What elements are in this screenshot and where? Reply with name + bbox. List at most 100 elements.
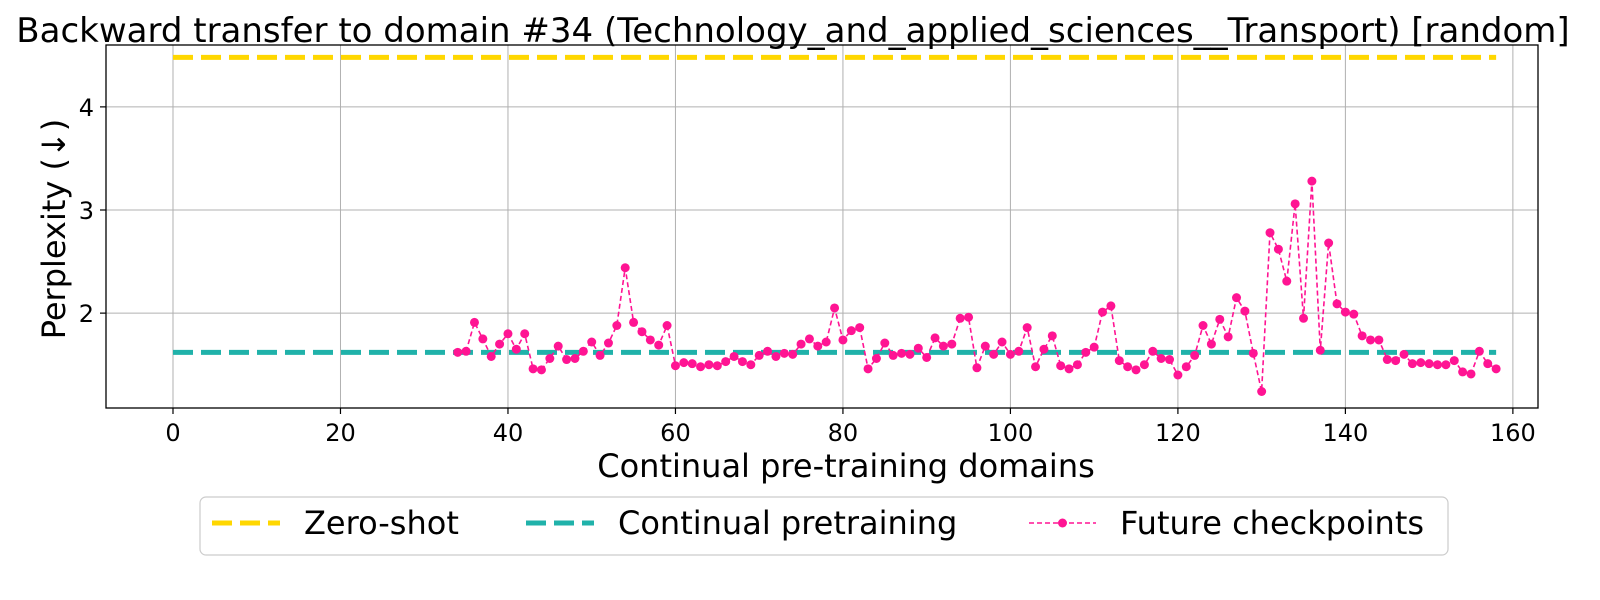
future-checkpoint-point — [721, 357, 731, 367]
future-checkpoint-point — [1265, 228, 1275, 238]
future-checkpoint-point — [1056, 361, 1066, 371]
future-checkpoint-point — [863, 364, 873, 374]
future-checkpoint-point — [1064, 364, 1074, 374]
future-checkpoint-point — [888, 350, 898, 360]
future-checkpoint-point — [453, 347, 463, 357]
legend: Zero-shot Continual pretraining Future che… — [199, 496, 1449, 556]
future-checkpoint-point — [704, 360, 714, 370]
legend-item-continual-pretraining: Continual pretraining — [526, 504, 957, 542]
legend-item-future-checkpoints: Future checkpoints — [1029, 504, 1424, 542]
future-checkpoint-point — [947, 339, 957, 349]
future-checkpoint-point — [520, 329, 530, 339]
future-checkpoint-point — [804, 334, 814, 344]
future-checkpoint-point — [1357, 331, 1367, 341]
future-checkpoint-point — [1089, 342, 1099, 352]
y-tick-label: 3 — [79, 197, 94, 225]
future-checkpoint-point — [1114, 356, 1124, 366]
future-checkpoints-line — [457, 181, 1497, 392]
series-layer — [172, 54, 1501, 396]
future-checkpoint-point — [880, 338, 890, 348]
future-checkpoint-point — [1106, 301, 1116, 311]
future-checkpoint-point — [645, 335, 655, 345]
future-checkpoint-point — [620, 263, 630, 273]
future-checkpoint-point — [1382, 355, 1392, 365]
x-tick-label: 140 — [1322, 419, 1368, 447]
x-tick-label: 0 — [165, 419, 180, 447]
future-checkpoint-point — [1190, 350, 1200, 360]
future-checkpoint-point — [1165, 355, 1175, 365]
future-checkpoint-point — [964, 312, 974, 322]
future-checkpoint-point — [469, 317, 479, 327]
future-checkpoint-point — [922, 352, 932, 362]
future-checkpoint-point — [1257, 387, 1267, 396]
future-checkpoint-point — [637, 327, 647, 337]
future-checkpoint-point — [562, 355, 572, 365]
grid — [106, 45, 1538, 408]
future-checkpoint-point — [570, 354, 580, 363]
future-checkpoint-point — [1022, 323, 1032, 333]
x-tick-label: 40 — [493, 419, 524, 447]
future-checkpoint-point — [1273, 244, 1283, 254]
future-checkpoint-point — [997, 337, 1007, 347]
future-checkpoint-point — [1449, 356, 1459, 366]
x-tick-label: 100 — [988, 419, 1034, 447]
future-checkpoints-series — [453, 176, 1501, 396]
future-checkpoint-point — [1349, 309, 1359, 319]
future-checkpoint-point — [1315, 345, 1325, 355]
future-checkpoint-point — [980, 341, 990, 351]
future-checkpoint-point — [913, 343, 923, 353]
future-checkpoint-point — [461, 346, 471, 356]
x-tick-label: 60 — [660, 419, 691, 447]
future-checkpoint-point — [595, 350, 605, 360]
future-checkpoint-point — [1458, 367, 1468, 377]
future-checkpoint-point — [1483, 359, 1493, 369]
future-checkpoint-point — [654, 340, 664, 350]
future-checkpoint-point — [553, 341, 563, 351]
future-checkpoint-point — [1399, 349, 1409, 359]
future-checkpoint-point — [955, 313, 965, 323]
future-checkpoint-point — [712, 361, 722, 371]
future-checkpoint-point — [938, 341, 948, 351]
future-checkpoint-point — [1299, 313, 1309, 323]
future-checkpoint-point — [478, 334, 488, 344]
future-checkpoint-point — [670, 361, 680, 371]
future-checkpoint-point — [1433, 360, 1443, 370]
future-checkpoint-point — [696, 362, 706, 372]
future-checkpoint-point — [1324, 238, 1334, 248]
plot-frame — [105, 44, 1539, 409]
future-checkpoint-point — [1290, 199, 1300, 209]
future-checkpoint-point — [1416, 358, 1426, 368]
legend-box — [199, 496, 1449, 556]
future-checkpoint-point — [1374, 335, 1384, 345]
future-checkpoint-point — [1215, 314, 1225, 324]
legend-label: Zero-shot — [304, 504, 459, 542]
future-checkpoint-point — [1173, 370, 1183, 380]
future-checkpoint-point — [771, 351, 781, 361]
future-checkpoint-point — [495, 339, 505, 349]
future-checkpoint-point — [796, 339, 806, 349]
future-checkpoint-point — [1232, 293, 1242, 303]
future-checkpoint-point — [629, 317, 639, 327]
future-checkpoint-point — [687, 359, 697, 369]
future-checkpoint-point — [1248, 348, 1258, 358]
future-checkpoint-point — [855, 323, 865, 333]
future-checkpoint-point — [1131, 365, 1141, 375]
future-checkpoint-point — [1039, 344, 1049, 354]
future-checkpoint-point — [1014, 346, 1024, 356]
x-tick-label: 160 — [1490, 419, 1536, 447]
future-checkpoint-point — [1491, 364, 1501, 374]
future-checkpoint-point — [838, 335, 848, 345]
future-checkpoint-point — [1223, 332, 1233, 342]
future-checkpoint-point — [746, 360, 756, 370]
future-checkpoint-point — [511, 344, 521, 354]
future-checkpoint-point — [1466, 369, 1476, 379]
future-checkpoint-point — [1123, 362, 1133, 372]
legend-item-zero-shot: Zero-shot — [212, 504, 459, 542]
future-checkpoint-point — [1139, 360, 1149, 370]
future-checkpoint-point — [763, 346, 773, 356]
future-checkpoint-point — [1031, 362, 1041, 372]
y-axis-label: Perplexity (↓) — [35, 119, 73, 340]
future-checkpoint-point — [788, 349, 798, 359]
future-checkpoint-point — [1148, 346, 1158, 356]
